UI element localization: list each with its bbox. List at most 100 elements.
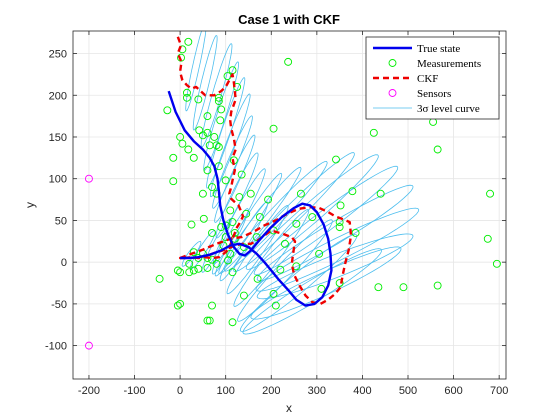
level-curve-ellipse — [237, 219, 333, 322]
measurement-marker — [205, 316, 214, 325]
y-tick-label: 200 — [49, 90, 67, 102]
level-curve-ellipse — [185, 31, 207, 112]
measurement-marker — [182, 93, 191, 102]
level-curve-ellipse — [219, 201, 269, 282]
level-curve-ellipse — [239, 234, 358, 332]
level-curve-ellipse — [218, 166, 302, 275]
measurement-marker — [269, 124, 278, 133]
plot-frame — [72, 30, 507, 380]
legend: True state Measurements CKF Sensors 3σ level… — [365, 36, 500, 120]
legend-label: True state — [417, 43, 460, 55]
legend-marker — [388, 89, 397, 97]
measurement-marker — [214, 93, 223, 102]
measurement-marker — [235, 193, 244, 202]
sensor-marker — [85, 174, 93, 183]
level-curve-ellipse — [250, 246, 402, 320]
x-tick-label: 400 — [353, 385, 371, 397]
measurement-marker — [253, 274, 262, 283]
x-tick-label: 600 — [444, 385, 462, 397]
measurement-marker — [335, 223, 344, 232]
measurement-marker — [173, 266, 182, 275]
level-curve-ellipse — [233, 209, 310, 307]
measurement-marker — [155, 274, 164, 283]
legend-label: Measurements — [417, 58, 481, 70]
y-tick-label: 100 — [49, 174, 67, 186]
y-tick-label: 50 — [55, 215, 67, 227]
measurement-marker — [198, 189, 207, 198]
measurement-marker — [292, 219, 301, 228]
measurement-marker — [194, 264, 203, 273]
axis-ticks: -200 -100 0 100 200 300 400 500 600 700 -100 -50 0 50… — [45, 31, 508, 397]
measurement-marker — [212, 259, 221, 268]
measurement-marker — [264, 195, 273, 204]
x-tick-label: 0 — [177, 385, 183, 397]
measurement-marker — [317, 284, 326, 293]
measurement-marker — [182, 88, 191, 97]
measurement-marker — [269, 289, 278, 298]
legend-label: CKF — [417, 73, 438, 85]
measurement-marker — [199, 214, 208, 223]
level-curve-ellipse — [201, 218, 232, 273]
measurement-marker — [228, 218, 237, 227]
measurement-marker — [348, 187, 357, 196]
measurement-marker — [189, 248, 198, 257]
level-curve-ellipse — [212, 168, 266, 265]
measurement-marker — [169, 177, 178, 186]
x-tick-label: 100 — [217, 385, 235, 397]
measurement-marker — [284, 57, 293, 66]
measurement-marker — [315, 249, 324, 258]
measurement-marker — [292, 262, 301, 271]
y-tick-label: 250 — [49, 49, 67, 61]
measurement-marker — [194, 95, 203, 104]
x-axis-label: x — [286, 401, 292, 415]
measurement-marker — [376, 189, 385, 198]
measurement-marker — [230, 229, 239, 237]
measurement-marker — [483, 234, 492, 243]
y-tick-label: 150 — [49, 132, 67, 144]
measurement-marker — [214, 143, 223, 151]
measurement-marker — [203, 128, 212, 137]
measurement-marker — [246, 189, 255, 198]
level-curve-ellipse — [256, 184, 414, 282]
measurement-marker — [237, 170, 246, 179]
measurement-marker — [239, 291, 248, 300]
measurement-marker — [217, 105, 226, 114]
measurement-marker — [212, 141, 221, 150]
measurement-marker — [169, 153, 178, 162]
chart-title: Case 1 with CKF — [238, 12, 340, 27]
true-state-line — [167, 90, 333, 307]
y-tick-label: -50 — [51, 299, 67, 311]
x-tick-label: 500 — [399, 385, 417, 397]
measurement-marker — [184, 37, 193, 46]
measurement-marker — [228, 268, 237, 277]
level-curve-ellipse — [256, 233, 414, 300]
measurement-marker — [399, 283, 408, 292]
y-tick-label: 0 — [61, 257, 67, 269]
level-curve-ellipse — [245, 154, 379, 270]
sensor-points — [85, 174, 93, 350]
measurement-marker — [187, 220, 196, 229]
measurement-marker — [208, 183, 216, 192]
y-axis-label: y — [23, 202, 37, 208]
measurement-marker — [224, 256, 232, 265]
measurement-marker — [185, 259, 194, 268]
y-tick-label: -100 — [45, 341, 67, 353]
measurement-marker — [269, 226, 278, 235]
measurement-marker — [208, 255, 216, 264]
ckf-line — [176, 36, 353, 306]
measurement-marker — [280, 239, 289, 248]
level-curve-ellipse — [224, 160, 328, 272]
measurement-marker — [203, 264, 212, 272]
level-curve-ellipse — [206, 77, 246, 189]
x-tick-label: 300 — [308, 385, 326, 397]
measurement-marker — [336, 201, 345, 210]
measurement-marker — [177, 53, 185, 62]
legend-label: 3σ level curve — [417, 103, 480, 115]
level-curve-ellipse — [233, 152, 355, 273]
measurement-marker — [203, 112, 212, 121]
level-curve-ellipse — [209, 93, 251, 198]
level-curve-ellipse — [192, 35, 218, 131]
measurement-marker — [173, 301, 182, 310]
measurement-marker — [178, 139, 187, 148]
